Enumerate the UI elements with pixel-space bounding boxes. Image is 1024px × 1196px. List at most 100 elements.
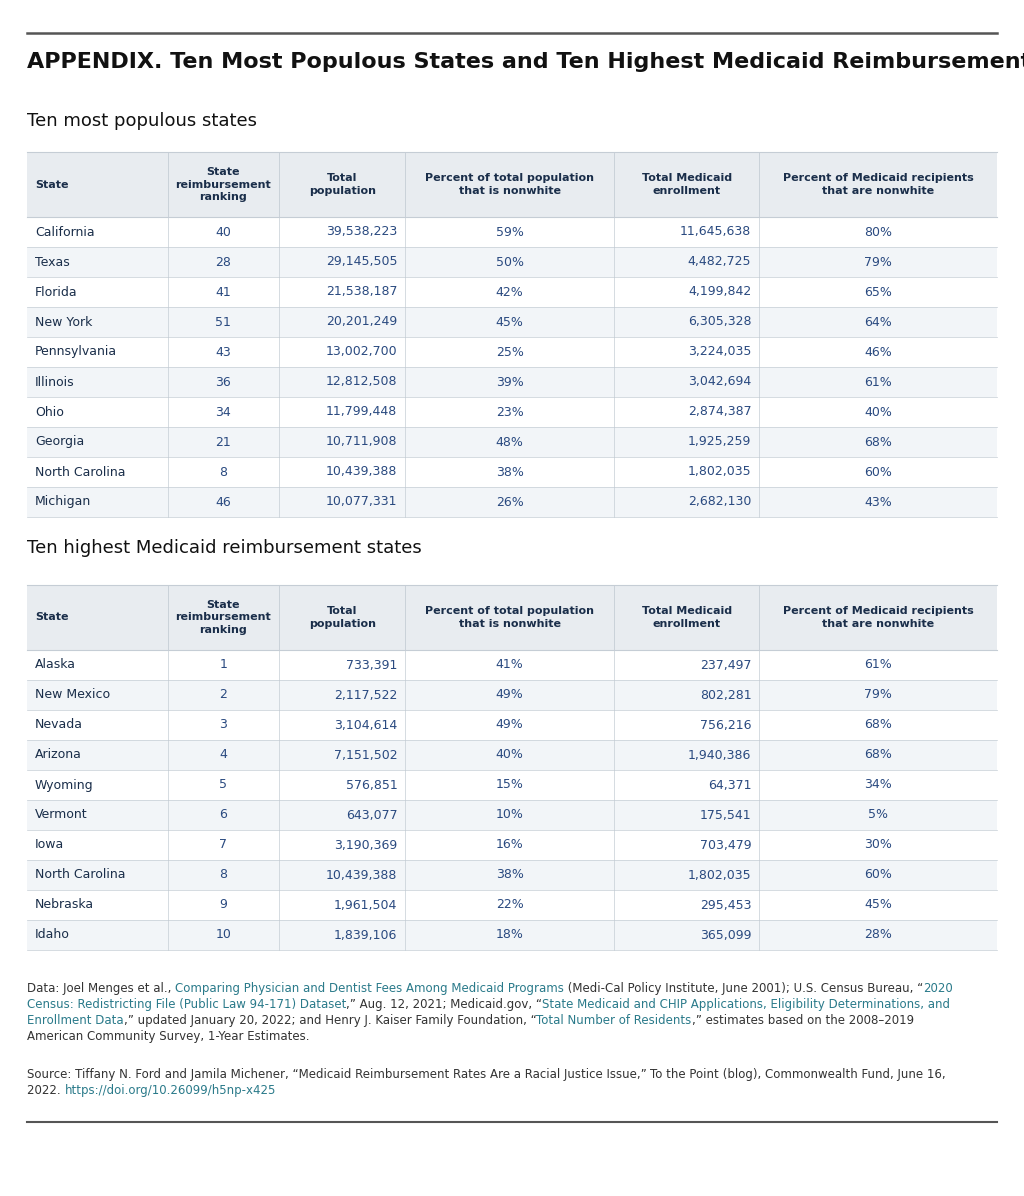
Text: 51: 51 <box>215 316 231 329</box>
Text: 21,538,187: 21,538,187 <box>326 286 397 299</box>
Bar <box>27 800 997 830</box>
Text: (Medi-Cal Policy Institute, June 2001); U.S. Census Bureau, “: (Medi-Cal Policy Institute, June 2001); … <box>564 982 924 995</box>
Text: 733,391: 733,391 <box>346 659 397 671</box>
Text: 10,077,331: 10,077,331 <box>326 495 397 508</box>
Text: 11,645,638: 11,645,638 <box>680 226 752 238</box>
Text: 8: 8 <box>219 868 227 881</box>
Text: 295,453: 295,453 <box>699 898 752 911</box>
Text: 46: 46 <box>215 495 231 508</box>
Text: 45%: 45% <box>496 316 523 329</box>
Text: 3,042,694: 3,042,694 <box>688 376 752 389</box>
Text: 20,201,249: 20,201,249 <box>326 316 397 329</box>
Text: 3,104,614: 3,104,614 <box>334 719 397 732</box>
Text: 40%: 40% <box>864 405 892 419</box>
Text: 237,497: 237,497 <box>699 659 752 671</box>
Text: 4,199,842: 4,199,842 <box>688 286 752 299</box>
Text: 60%: 60% <box>864 465 892 478</box>
Text: 7,151,502: 7,151,502 <box>334 749 397 762</box>
Bar <box>27 920 997 950</box>
Bar <box>27 216 997 248</box>
Text: 5%: 5% <box>868 808 888 822</box>
Text: 3: 3 <box>219 719 227 732</box>
Text: 29,145,505: 29,145,505 <box>326 256 397 268</box>
Text: ,” Aug. 12, 2021; Medicaid.gov, “: ,” Aug. 12, 2021; Medicaid.gov, “ <box>346 997 543 1011</box>
Text: Ten highest Medicaid reimbursement states: Ten highest Medicaid reimbursement state… <box>27 539 422 557</box>
Bar <box>27 740 997 770</box>
Text: 1,961,504: 1,961,504 <box>334 898 397 911</box>
Text: Percent of Medicaid recipients
that are nonwhite: Percent of Medicaid recipients that are … <box>782 606 974 629</box>
Text: Data: Joel Menges et al.,: Data: Joel Menges et al., <box>27 982 175 995</box>
Text: 11,799,448: 11,799,448 <box>326 405 397 419</box>
Text: Wyoming: Wyoming <box>35 779 93 792</box>
Text: 60%: 60% <box>864 868 892 881</box>
Text: New York: New York <box>35 316 92 329</box>
Text: 12,812,508: 12,812,508 <box>326 376 397 389</box>
Text: 576,851: 576,851 <box>345 779 397 792</box>
Text: State: State <box>35 612 69 622</box>
Text: 28%: 28% <box>864 928 892 941</box>
Text: 10,439,388: 10,439,388 <box>326 868 397 881</box>
Text: Nevada: Nevada <box>35 719 83 732</box>
Text: Source: Tiffany N. Ford and Jamila Michener, “Medicaid Reimbursement Rates Are a: Source: Tiffany N. Ford and Jamila Miche… <box>27 1068 650 1081</box>
Text: 21: 21 <box>215 435 231 448</box>
Text: 175,541: 175,541 <box>699 808 752 822</box>
Bar <box>27 427 997 457</box>
Text: 50%: 50% <box>496 256 523 268</box>
Text: 48%: 48% <box>496 435 523 448</box>
Text: 39%: 39% <box>496 376 523 389</box>
Text: 1,802,035: 1,802,035 <box>688 868 752 881</box>
Bar <box>27 337 997 367</box>
Bar <box>27 770 997 800</box>
Text: 2,682,130: 2,682,130 <box>688 495 752 508</box>
Text: 756,216: 756,216 <box>699 719 752 732</box>
Text: Vermont: Vermont <box>35 808 88 822</box>
Text: State Medicaid and CHIP Applications, Eligibility Determinations, and: State Medicaid and CHIP Applications, El… <box>543 997 950 1011</box>
Text: Arizona: Arizona <box>35 749 82 762</box>
Text: 2022.: 2022. <box>27 1084 65 1097</box>
Bar <box>27 487 997 517</box>
Text: 5: 5 <box>219 779 227 792</box>
Text: Total
population: Total population <box>309 606 376 629</box>
Text: 10: 10 <box>215 928 231 941</box>
Text: 43: 43 <box>215 346 231 359</box>
Text: State
reimbursement
ranking: State reimbursement ranking <box>175 167 271 202</box>
Text: California: California <box>35 226 94 238</box>
Text: Total Medicaid
enrollment: Total Medicaid enrollment <box>642 606 732 629</box>
Text: 13,002,700: 13,002,700 <box>326 346 397 359</box>
Text: Percent of Medicaid recipients
that are nonwhite: Percent of Medicaid recipients that are … <box>782 173 974 196</box>
Text: 4,482,725: 4,482,725 <box>688 256 752 268</box>
Text: State
reimbursement
ranking: State reimbursement ranking <box>175 600 271 635</box>
Bar <box>27 710 997 740</box>
Text: 6: 6 <box>219 808 227 822</box>
Text: 79%: 79% <box>864 256 892 268</box>
Text: 25%: 25% <box>496 346 523 359</box>
Bar <box>27 457 997 487</box>
Text: 42%: 42% <box>496 286 523 299</box>
Text: 68%: 68% <box>864 435 892 448</box>
Text: 38%: 38% <box>496 465 523 478</box>
Text: 49%: 49% <box>496 719 523 732</box>
Text: 10,439,388: 10,439,388 <box>326 465 397 478</box>
Text: 2020: 2020 <box>924 982 953 995</box>
Text: 39,538,223: 39,538,223 <box>326 226 397 238</box>
Text: Enrollment Data: Enrollment Data <box>27 1014 124 1027</box>
Text: Michigan: Michigan <box>35 495 91 508</box>
Text: 6,305,328: 6,305,328 <box>688 316 752 329</box>
Bar <box>27 397 997 427</box>
Text: 80%: 80% <box>864 226 892 238</box>
Bar <box>27 152 997 216</box>
Text: Pennsylvania: Pennsylvania <box>35 346 117 359</box>
Text: Total
population: Total population <box>309 173 376 196</box>
Text: American Community Survey, 1-Year Estimates.: American Community Survey, 1-Year Estima… <box>27 1030 309 1043</box>
Text: 802,281: 802,281 <box>699 689 752 702</box>
Text: 46%: 46% <box>864 346 892 359</box>
Text: Florida: Florida <box>35 286 78 299</box>
Bar <box>27 367 997 397</box>
Text: Total Number of Residents: Total Number of Residents <box>537 1014 691 1027</box>
Text: 15%: 15% <box>496 779 523 792</box>
Text: Total Medicaid
enrollment: Total Medicaid enrollment <box>642 173 732 196</box>
Text: Idaho: Idaho <box>35 928 70 941</box>
Text: 41: 41 <box>215 286 231 299</box>
Text: 36: 36 <box>215 376 231 389</box>
Text: 1,802,035: 1,802,035 <box>688 465 752 478</box>
